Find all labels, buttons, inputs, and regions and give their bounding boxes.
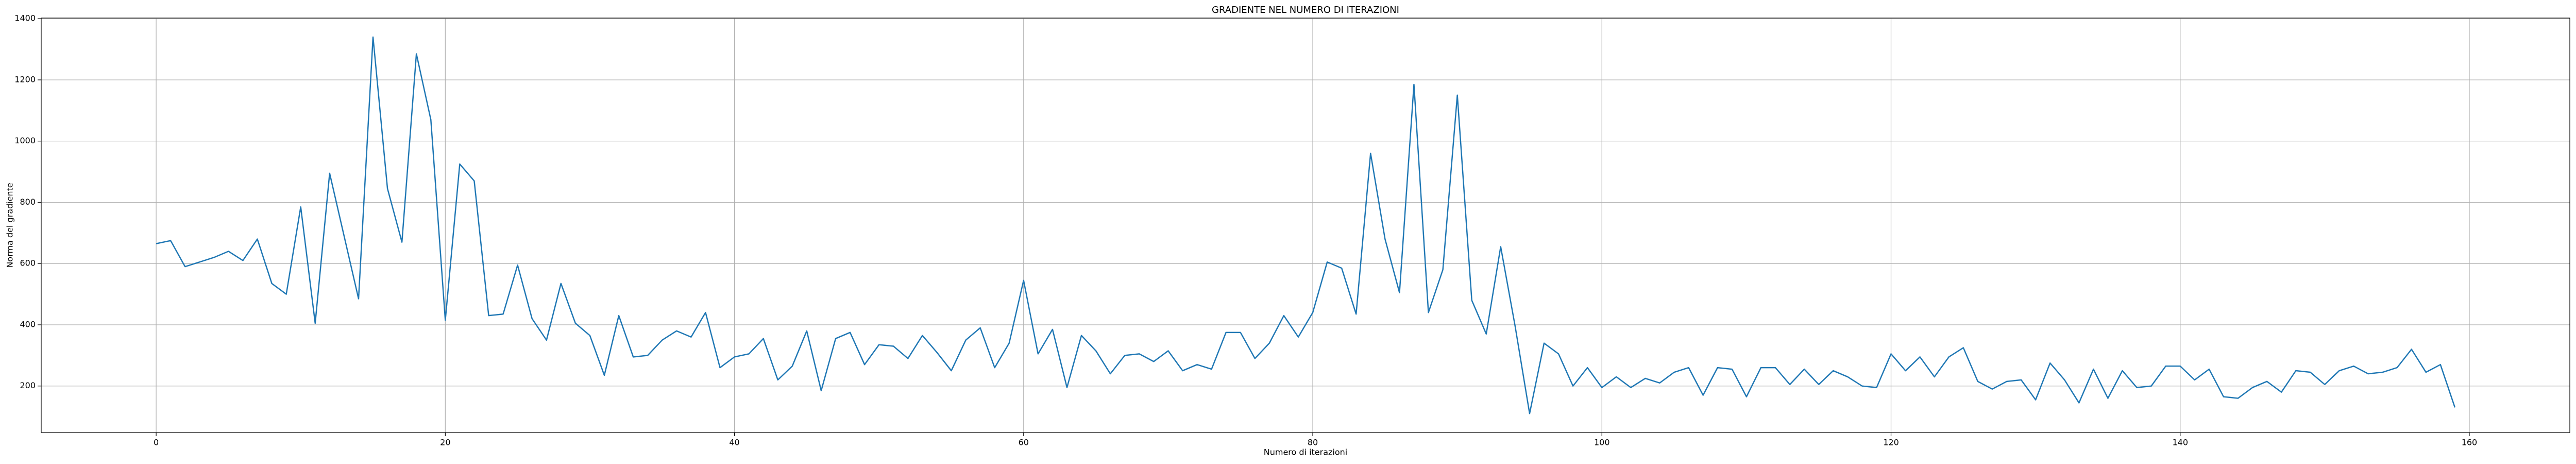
plot-frame bbox=[41, 18, 2570, 433]
x-axis-label: Numero di iterazioni bbox=[1264, 448, 1348, 457]
x-tick-label: 60 bbox=[1019, 438, 1029, 448]
x-tick-label: 0 bbox=[154, 438, 159, 448]
y-tick-label: 400 bbox=[20, 319, 36, 329]
y-tick-label: 800 bbox=[20, 197, 36, 207]
x-tick-label: 120 bbox=[1883, 438, 1899, 448]
y-tick-label: 200 bbox=[20, 380, 36, 390]
y-tick-label: 600 bbox=[20, 258, 36, 268]
y-tick-label: 1400 bbox=[14, 13, 36, 23]
data-line bbox=[156, 36, 2456, 415]
x-tick-label: 80 bbox=[1308, 438, 1318, 448]
chart-title: GRADIENTE NEL NUMERO DI ITERAZIONI bbox=[1212, 5, 1399, 15]
x-tick-label: 160 bbox=[2462, 438, 2478, 448]
y-tick-label: 1200 bbox=[14, 74, 36, 84]
x-tick-label: 140 bbox=[2172, 438, 2188, 448]
y-tick-label: 1000 bbox=[14, 136, 36, 145]
x-tick-label: 20 bbox=[440, 438, 450, 448]
y-axis-label: Norma del gradiente bbox=[5, 183, 15, 268]
x-tick-label: 100 bbox=[1594, 438, 1610, 448]
x-tick-label: 40 bbox=[729, 438, 739, 448]
